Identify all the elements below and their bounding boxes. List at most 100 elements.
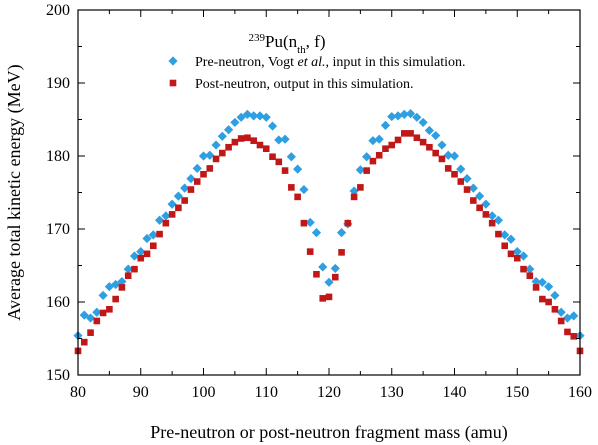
data-point-pre-neutron (330, 263, 340, 274)
data-point-post-neutron (501, 242, 508, 250)
data-point-post-neutron (118, 284, 126, 291)
data-point-post-neutron (219, 149, 226, 157)
data-point-post-neutron (401, 130, 408, 137)
data-point-pre-neutron (129, 251, 140, 261)
x-axis-title: Pre-neutron or post-neutron fragment mas… (150, 422, 507, 443)
data-point-pre-neutron (431, 130, 441, 141)
legend-square-marker (169, 79, 177, 87)
data-point-post-neutron (526, 272, 534, 280)
data-point-pre-neutron (318, 262, 328, 272)
x-tick-label: 150 (505, 384, 529, 401)
data-point-pre-neutron (180, 183, 190, 193)
data-point-pre-neutron (286, 152, 296, 162)
data-point-post-neutron (99, 309, 107, 317)
data-point-pre-neutron (456, 164, 466, 174)
data-point-post-neutron (281, 167, 289, 174)
data-point-pre-neutron (186, 174, 196, 184)
data-point-post-neutron (269, 153, 276, 161)
legend-label-pre-neutron-part-b: , input in this simulation. (326, 55, 466, 70)
y-axis-title: Average total kinetic energy (MeV) (4, 64, 25, 320)
data-point-pre-neutron (518, 251, 529, 261)
data-point-post-neutron (407, 130, 414, 137)
data-point-post-neutron (488, 219, 496, 227)
data-point-post-neutron (507, 250, 515, 258)
data-point-pre-neutron (493, 215, 504, 225)
data-point-post-neutron (256, 141, 264, 149)
data-point-post-neutron (394, 136, 402, 144)
data-point-post-neutron (262, 145, 270, 152)
data-point-pre-neutron (293, 164, 303, 174)
x-tick-label: 130 (380, 384, 404, 401)
legend-title: 239Pu(nth, f) (248, 32, 325, 56)
x-tick-label: 160 (568, 384, 592, 401)
data-point-post-neutron (275, 158, 283, 166)
data-point-pre-neutron (525, 264, 535, 274)
data-point-pre-neutron (437, 140, 447, 150)
data-point-pre-neutron (336, 228, 347, 238)
data-point-pre-neutron (368, 136, 378, 146)
legend-label-post-neutron: Post-neutron, output in this simulation. (195, 77, 414, 92)
data-point-post-neutron (80, 338, 88, 346)
x-tick-label: 110 (255, 384, 278, 401)
data-point-post-neutron (482, 211, 490, 218)
data-point-pre-neutron (230, 117, 240, 128)
data-point-pre-neutron (405, 109, 416, 119)
data-point-pre-neutron (362, 152, 372, 162)
data-point-pre-neutron (556, 307, 566, 317)
data-point-pre-neutron (224, 125, 234, 135)
data-point-post-neutron (363, 167, 370, 174)
data-point-post-neutron (382, 145, 389, 152)
data-point-post-neutron (557, 317, 565, 325)
data-point-post-neutron (212, 155, 220, 163)
data-point-post-neutron (300, 219, 308, 227)
data-point-pre-neutron (255, 111, 265, 121)
data-point-pre-neutron (462, 174, 472, 184)
data-point-post-neutron (476, 204, 483, 212)
data-point-pre-neutron (387, 111, 397, 122)
data-point-pre-neutron (167, 199, 177, 209)
data-point-post-neutron (325, 293, 333, 301)
data-point-post-neutron (331, 273, 339, 281)
data-point-pre-neutron (123, 264, 133, 274)
legend: 239Pu(nth, f) Pre-neutron, Vogt et al., … (168, 32, 466, 92)
data-point-pre-neutron (569, 311, 579, 321)
data-point-pre-neutron (305, 217, 315, 228)
data-point-post-neutron (426, 143, 433, 151)
data-point-pre-neutron (412, 112, 422, 122)
data-point-post-neutron (106, 306, 113, 313)
data-point-post-neutron (93, 317, 101, 325)
data-point-pre-neutron (111, 279, 121, 290)
y-axis-tick-labels: 150 160 170 180 190 200 (46, 2, 70, 384)
y-tick-label: 150 (46, 367, 70, 384)
data-point-pre-neutron (148, 230, 158, 240)
data-point-pre-neutron (443, 150, 453, 160)
data-point-pre-neutron (299, 184, 309, 195)
data-point-post-neutron (463, 186, 471, 193)
y-tick-label: 170 (46, 221, 70, 238)
y-tick-label: 180 (46, 148, 70, 165)
data-point-pre-neutron (198, 151, 209, 161)
data-point-post-neutron (112, 295, 119, 303)
legend-title-tail: , f) (306, 32, 326, 51)
data-point-pre-neutron (500, 230, 510, 240)
y-tick-label: 190 (46, 75, 70, 92)
data-point-post-neutron (419, 138, 427, 146)
data-point-post-neutron (470, 197, 477, 204)
data-point-post-neutron (150, 242, 157, 250)
data-point-post-neutron (87, 329, 94, 336)
y-tick-label: 200 (46, 2, 70, 19)
x-axis-ticks (77, 10, 581, 375)
data-point-post-neutron (137, 254, 145, 262)
y-axis-ticks (78, 9, 580, 376)
legend-title-subscript: th (297, 44, 306, 56)
data-point-pre-neutron (399, 109, 409, 119)
data-point-post-neutron (313, 270, 320, 278)
data-point-post-neutron (288, 184, 295, 191)
data-point-post-neutron (156, 230, 163, 238)
data-point-post-neutron (532, 284, 540, 291)
legend-title-base: Pu(n (265, 32, 298, 51)
data-point-post-neutron (344, 219, 352, 227)
legend-title-superscript: 239 (248, 32, 265, 44)
series-post-neutron (74, 130, 584, 355)
